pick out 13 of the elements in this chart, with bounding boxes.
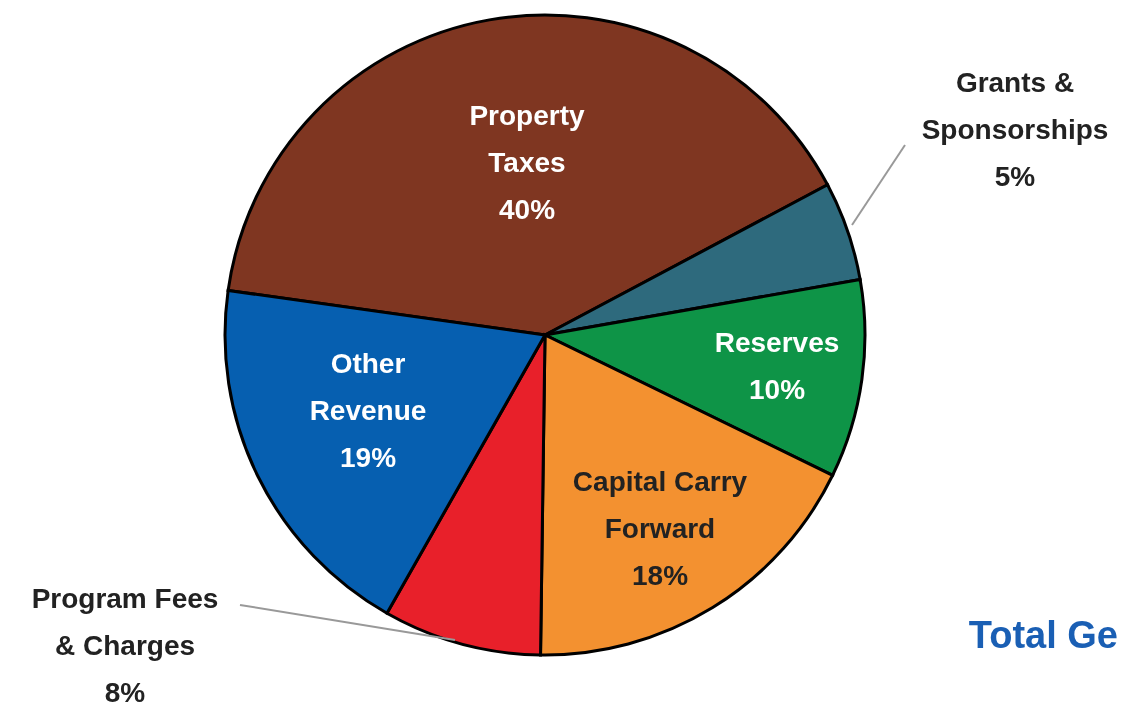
slice-label: Reserves [714, 327, 840, 358]
text: Total Ge [968, 614, 1118, 656]
slice-label: Property Taxes [469, 100, 585, 178]
data-label: 8% [104, 677, 146, 708]
slice-label: Other Revenue [309, 348, 427, 426]
data-label: 10% [748, 374, 806, 405]
data-label: 19% [339, 442, 397, 473]
slice-label: Program Fees & Charges [31, 583, 219, 661]
slice-label: Capital Carry Forward [572, 466, 748, 544]
data-label: 18% [631, 560, 689, 591]
slice-label: Grants & Sponsorships [921, 67, 1109, 145]
data-label: 40% [498, 194, 556, 225]
data-label: 5% [994, 161, 1036, 192]
